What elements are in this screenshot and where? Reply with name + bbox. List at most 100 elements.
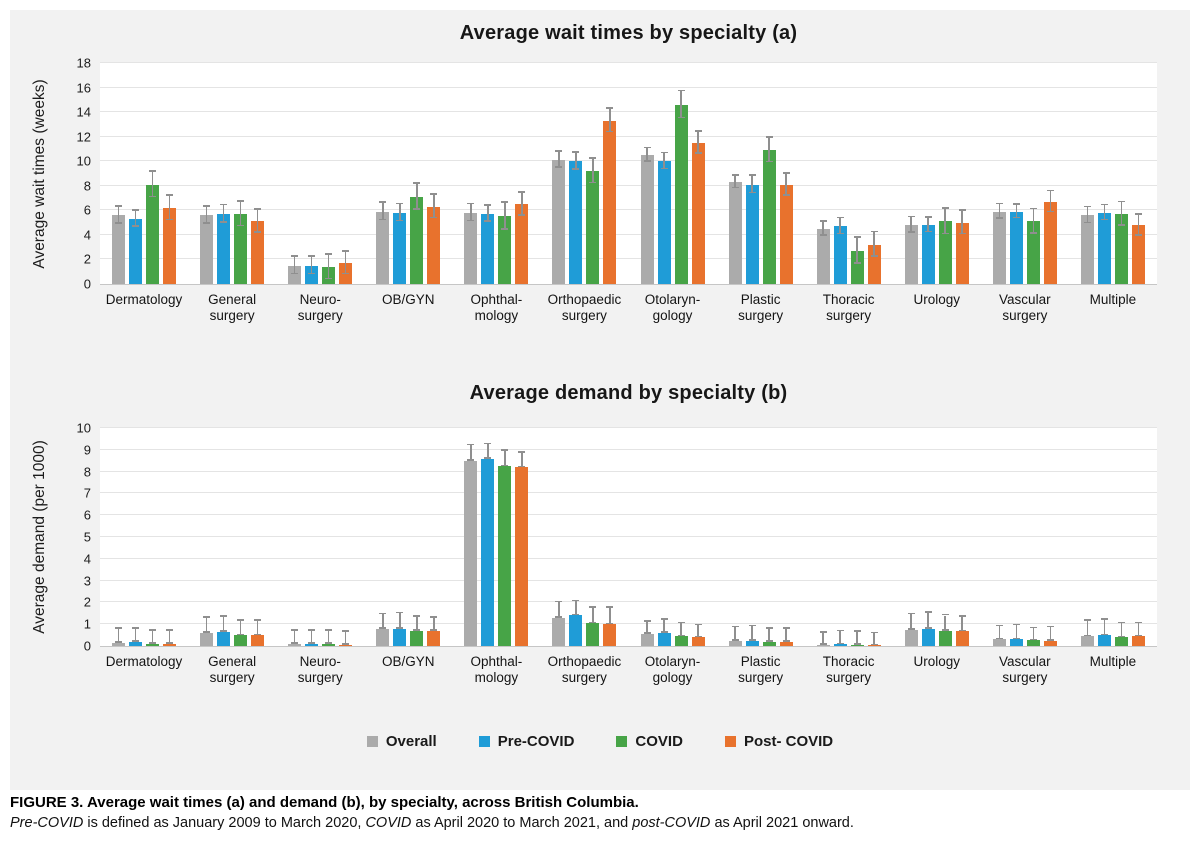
bar-slot xyxy=(1026,63,1040,284)
error-bar-cap xyxy=(1117,224,1125,226)
bar-slot xyxy=(762,428,776,646)
x-category-label: Vascular surgery xyxy=(999,654,1051,686)
x-category-label: Thoracic surgery xyxy=(822,292,875,324)
bar-group xyxy=(981,63,1069,284)
bar-slot xyxy=(393,428,407,646)
bar-slot xyxy=(234,428,248,646)
x-category-label: Urology xyxy=(913,292,960,307)
error-bar xyxy=(134,628,137,642)
bar-slot xyxy=(1131,428,1145,646)
bar-slot xyxy=(955,428,969,646)
bar-pre-covid xyxy=(745,640,759,646)
bar-slot xyxy=(640,63,654,284)
error-bar xyxy=(1137,623,1140,637)
x-category-label: Thoracic surgery xyxy=(822,654,875,686)
x-category-label: Plastic surgery xyxy=(738,292,784,324)
error-bar-cap xyxy=(484,204,492,207)
bar-group xyxy=(629,428,717,646)
bar-post-covid xyxy=(1131,636,1145,646)
bar-slot xyxy=(1131,63,1145,284)
bar-pre-covid xyxy=(833,226,847,284)
bar-group xyxy=(1069,63,1157,284)
error-bar-cap xyxy=(220,614,228,617)
error-bar-cap xyxy=(115,626,123,629)
error-bar-cap xyxy=(379,201,387,203)
error-bar-cap xyxy=(870,643,878,646)
chart-b-title: Average demand by specialty (b) xyxy=(469,382,788,404)
error-bar-cap xyxy=(237,200,245,202)
error-bar xyxy=(1086,620,1089,637)
error-bar-cap xyxy=(1100,218,1108,221)
error-bar-cap xyxy=(731,625,739,628)
bar-covid xyxy=(146,184,160,284)
error-bar-cap xyxy=(589,621,597,624)
error-bar xyxy=(822,632,824,645)
caption-note-part: is defined as January 2009 to March 2020… xyxy=(83,815,366,831)
gridline xyxy=(100,514,1157,516)
bar-post-covid xyxy=(779,184,793,284)
bar-post-covid xyxy=(955,222,969,284)
error-bar xyxy=(944,208,947,235)
error-bar-cap xyxy=(501,449,509,451)
error-bar-cap xyxy=(907,215,915,218)
y-tick-label: 6 xyxy=(83,507,91,523)
bar-slot xyxy=(1009,428,1023,646)
error-bar-cap xyxy=(555,166,563,168)
error-bar-cap xyxy=(907,628,915,630)
bar-slot xyxy=(569,63,583,284)
bar-group xyxy=(364,63,452,284)
error-bar-cap xyxy=(819,643,827,645)
error-bar-cap xyxy=(1029,626,1037,629)
error-bar xyxy=(873,633,875,646)
error-bar xyxy=(415,183,418,210)
error-bar-cap xyxy=(149,629,157,631)
error-bar xyxy=(697,625,699,638)
error-bar xyxy=(256,620,259,636)
error-bar-cap xyxy=(643,160,651,162)
bar-slot xyxy=(251,428,265,646)
legend-item-pre-covid: Pre-COVID xyxy=(478,733,574,750)
y-tick-label: 10 xyxy=(76,420,91,436)
error-bar xyxy=(697,131,699,154)
legend-label: Overall xyxy=(385,733,437,750)
bar-pre-covid xyxy=(657,161,671,284)
error-bar-cap xyxy=(396,202,404,205)
error-bar xyxy=(1049,627,1052,641)
bar-slot xyxy=(833,63,847,284)
bar-slot xyxy=(762,63,776,284)
error-bar-cap xyxy=(995,202,1003,205)
bar-slot xyxy=(1080,428,1094,646)
bar-covid xyxy=(1114,637,1128,646)
error-bar-cap xyxy=(572,613,580,616)
error-bar-cap xyxy=(132,225,140,227)
error-bar xyxy=(592,158,594,184)
bar-slot xyxy=(112,63,126,284)
legend: Overall Pre-COVID COVID Post- COVID xyxy=(10,733,1190,750)
bar-pre-covid xyxy=(657,632,671,646)
legend-label: COVID xyxy=(635,733,683,750)
error-bar xyxy=(1032,209,1035,234)
error-bar xyxy=(398,613,401,629)
bar-group xyxy=(540,63,628,284)
bar-slot xyxy=(393,63,407,284)
error-bar-cap xyxy=(132,626,140,629)
error-bar xyxy=(310,630,313,644)
y-tick-label: 14 xyxy=(76,104,91,120)
bar-pre-covid xyxy=(393,628,407,646)
error-bar-cap xyxy=(660,618,668,620)
error-bar-cap xyxy=(325,629,333,631)
y-tick-label: 10 xyxy=(76,153,91,169)
error-bar-cap xyxy=(1100,633,1108,636)
gridline xyxy=(100,111,1157,113)
bar-pre-covid xyxy=(217,631,231,646)
bar-slot xyxy=(515,63,529,284)
bar-pre-covid xyxy=(1009,211,1023,284)
error-bar-cap xyxy=(765,136,773,138)
error-bar-cap xyxy=(1029,232,1037,234)
bar-covid xyxy=(498,216,512,284)
bar-group xyxy=(1069,428,1157,646)
bar-slot xyxy=(498,63,512,284)
error-bar-cap xyxy=(254,208,262,210)
error-bar-cap xyxy=(1083,205,1091,208)
bar-slot xyxy=(427,428,441,646)
